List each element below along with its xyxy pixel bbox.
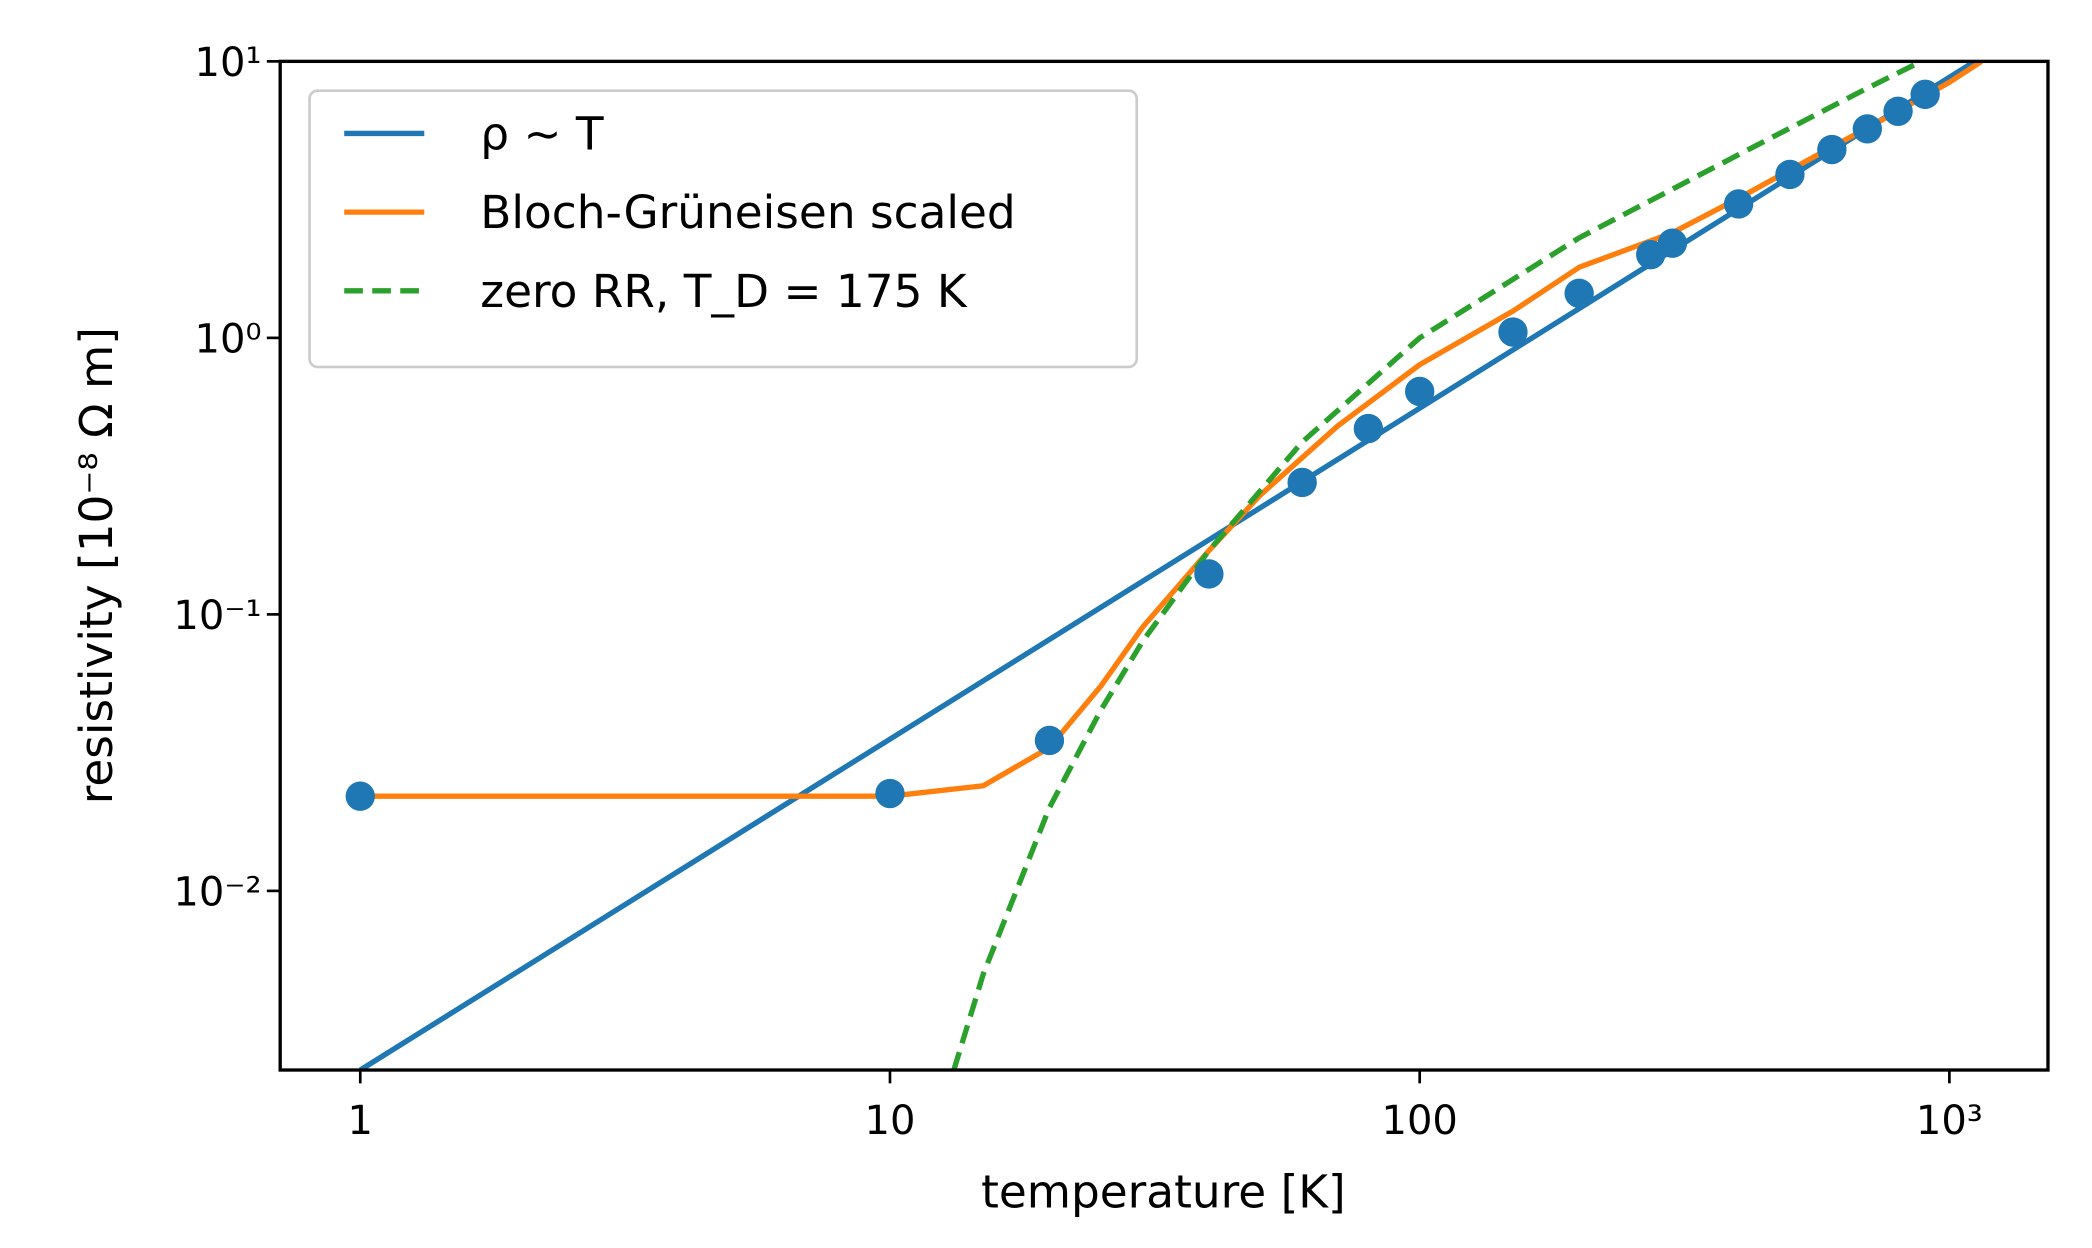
data-point <box>1775 159 1805 190</box>
data-point <box>1194 559 1224 589</box>
data-point <box>1498 317 1528 347</box>
y-tick-label: 10¹ <box>195 40 262 86</box>
data-point <box>1852 114 1883 144</box>
series-line <box>358 61 1977 1071</box>
y-tick-label: 10⁻² <box>173 870 261 916</box>
y-axis-label: resistivity [10⁻⁸ Ω m] <box>70 327 123 804</box>
plot-area <box>345 61 1983 1071</box>
series-line <box>951 61 1923 1071</box>
x-tick-label: 100 <box>1381 1098 1457 1144</box>
data-point <box>1564 278 1594 308</box>
x-tick-label: 1 <box>348 1098 373 1144</box>
data-point <box>1405 376 1435 407</box>
legend-label: ρ ∼ T <box>480 107 604 160</box>
data-point <box>1034 725 1065 756</box>
legend-box <box>308 89 1139 369</box>
data-point <box>1353 413 1384 444</box>
x-tick-label: 10³ <box>1916 1098 1983 1144</box>
data-point <box>1287 467 1317 498</box>
data-point <box>1817 134 1847 165</box>
legend-label: zero RR, T_D = 175 K <box>480 265 968 318</box>
legend-label: Bloch-Grüneisen scaled <box>480 186 1015 239</box>
data-point <box>1657 228 1688 258</box>
plot-frame <box>278 59 2050 1072</box>
y-tick-label: 10⁻¹ <box>173 593 261 639</box>
x-axis-label: temperature [K] <box>981 1165 1346 1218</box>
x-tick-label: 10 <box>865 1098 916 1144</box>
data-point <box>1910 79 1940 110</box>
data-point <box>1636 239 1666 270</box>
y-tick-label: 10⁰ <box>195 317 262 363</box>
data-point <box>345 781 375 811</box>
data-point <box>875 778 905 809</box>
data-point <box>1883 96 1913 126</box>
data-point <box>1723 189 1754 219</box>
